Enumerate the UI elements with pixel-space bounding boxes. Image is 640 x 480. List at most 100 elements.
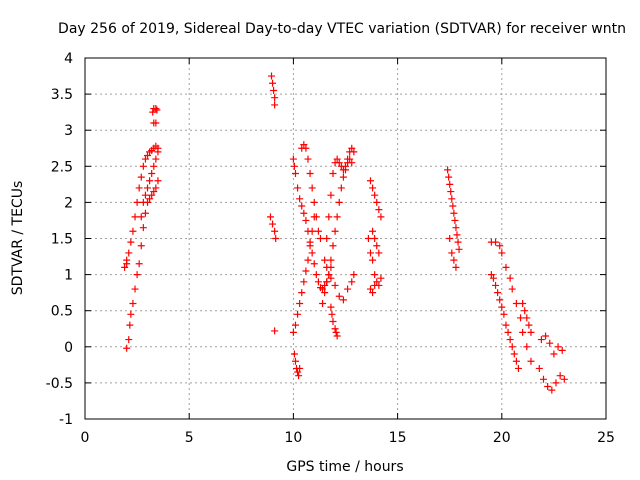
data-point (331, 281, 339, 289)
data-point (342, 166, 349, 174)
data-point (373, 278, 381, 286)
series-arc-5 (444, 166, 463, 271)
data-point (308, 249, 316, 257)
data-point (517, 314, 525, 322)
data-point (445, 173, 453, 181)
y-axis-ticks: -1 -0.5 0 0.5 1 1.5 2 2.5 3 3.5 4 (46, 51, 606, 428)
series-arc-3h (327, 303, 341, 340)
data-point (123, 256, 131, 264)
data-point (546, 339, 554, 347)
data-point (333, 155, 341, 163)
data-point (542, 332, 550, 340)
series-arc-2c (271, 327, 279, 335)
data-point (125, 249, 133, 257)
series-arc-6b (487, 271, 522, 372)
data-point (498, 303, 506, 311)
data-point (508, 285, 516, 293)
data-point (323, 278, 331, 286)
x-tick-label: 5 (185, 430, 194, 446)
data-point (323, 235, 331, 242)
data-point (506, 274, 514, 282)
data-point (325, 213, 333, 221)
data-point (152, 105, 160, 113)
data-point (494, 289, 502, 297)
data-point (498, 249, 506, 257)
series-arc-4c (367, 281, 379, 297)
data-point (332, 328, 340, 336)
data-point (373, 198, 381, 206)
data-point (371, 281, 379, 289)
data-point (369, 256, 377, 264)
data-point (135, 260, 143, 268)
data-point (550, 350, 558, 358)
data-point (123, 344, 131, 352)
y-tick-label: -1 (59, 412, 73, 428)
data-point (452, 263, 460, 271)
data-point (121, 263, 129, 271)
data-point (452, 224, 460, 232)
data-point (506, 336, 514, 344)
data-point (519, 299, 527, 307)
data-point (539, 375, 547, 383)
data-point (321, 281, 329, 289)
data-point (329, 170, 337, 178)
series-arc-6d (535, 332, 568, 394)
data-point (446, 235, 454, 242)
data-point (302, 267, 310, 275)
data-point (296, 364, 304, 372)
data-point (154, 148, 162, 156)
data-point (527, 328, 535, 336)
data-point (333, 332, 341, 340)
data-point (144, 184, 152, 192)
data-point (148, 170, 156, 178)
data-point (153, 106, 161, 114)
data-point (308, 227, 316, 235)
data-point (328, 310, 336, 318)
data-point (552, 379, 560, 387)
data-point (454, 238, 462, 246)
data-point (451, 216, 459, 224)
series-arc-3f (319, 155, 356, 307)
data-point (512, 299, 520, 307)
data-point (502, 321, 510, 329)
data-point (294, 310, 302, 318)
data-point (146, 195, 154, 203)
data-point (333, 213, 341, 221)
data-point (295, 372, 303, 380)
data-point (298, 289, 306, 297)
data-point (300, 278, 308, 286)
series-arc-6c (519, 299, 535, 336)
data-point (496, 296, 504, 304)
data-point (316, 235, 324, 242)
data-point (294, 368, 302, 376)
data-point (329, 242, 337, 250)
data-point (272, 235, 280, 242)
data-point (344, 285, 352, 293)
data-point (514, 364, 522, 372)
data-point (512, 357, 520, 365)
data-point (331, 325, 339, 333)
data-point (270, 86, 278, 94)
data-point (544, 383, 552, 391)
data-point (289, 155, 297, 163)
data-point (350, 271, 358, 279)
data-point (371, 191, 379, 199)
data-point (375, 249, 383, 257)
data-point (504, 328, 512, 336)
data-point (135, 184, 143, 192)
data-point (304, 155, 312, 163)
data-point (508, 343, 516, 351)
data-point (141, 209, 149, 217)
series-arc-6a (487, 238, 535, 365)
data-point (337, 184, 345, 192)
data-point (556, 372, 564, 380)
data-point (496, 242, 504, 250)
data-point (371, 235, 379, 242)
data-point (448, 249, 456, 257)
data-point (125, 336, 133, 344)
y-tick-label: -0.5 (46, 376, 73, 392)
data-point (348, 278, 356, 286)
data-point (144, 151, 152, 159)
x-tick-label: 25 (597, 430, 615, 446)
y-tick-label: 2.5 (51, 159, 73, 175)
